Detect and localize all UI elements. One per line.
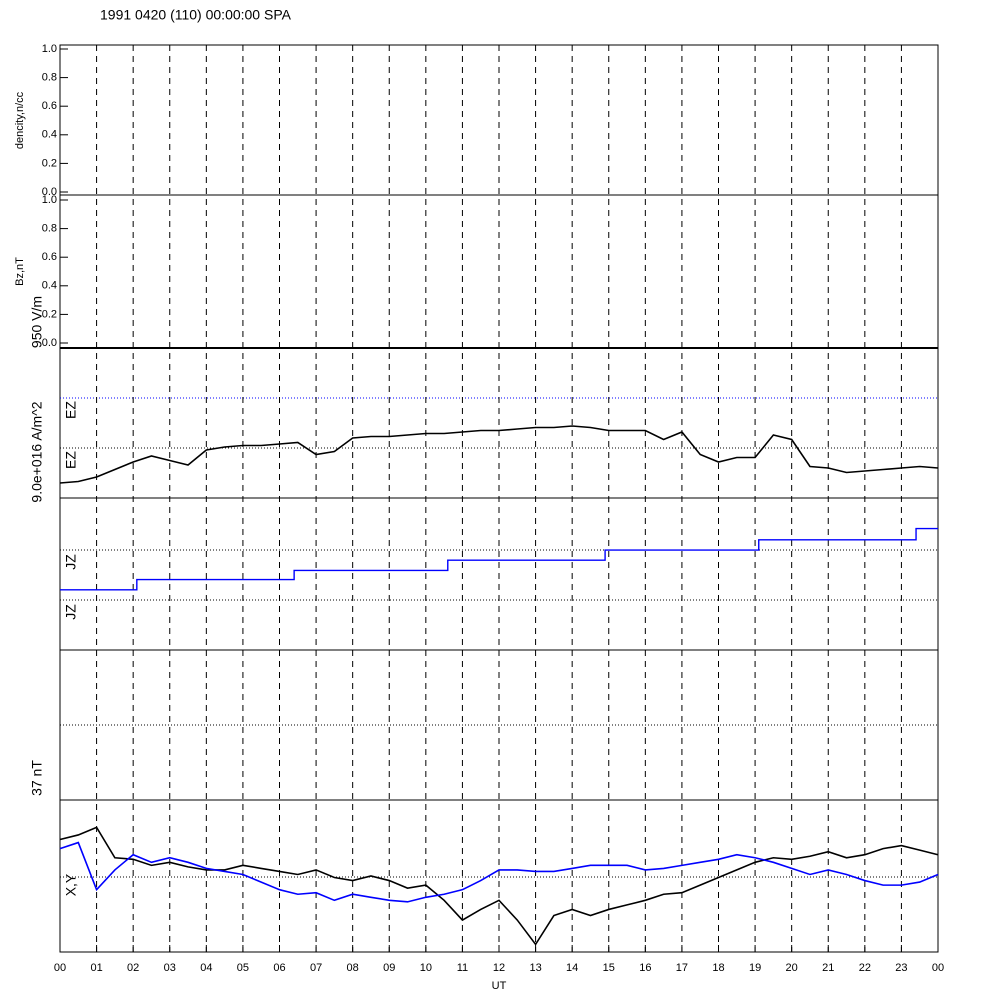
y-tick-label: 0.2 [42, 308, 57, 320]
x-tick-label: 00 [932, 962, 944, 974]
x-tick-label: 20 [786, 962, 798, 974]
y-tick-label: 0.4 [42, 129, 57, 141]
y-tick-label: 0.0 [42, 337, 57, 349]
x-tick-label: 21 [822, 962, 834, 974]
panel-label: EZ [63, 401, 79, 419]
data-line [59, 826, 939, 946]
panel-label: 950 V/m [29, 296, 45, 348]
y-tick-label: 0.0 [42, 186, 57, 198]
y-tick-label: 0.2 [42, 157, 57, 169]
x-tick-label: 03 [164, 962, 176, 974]
x-tick-label: 15 [603, 962, 615, 974]
x-tick-label: 12 [493, 962, 505, 974]
panel-label: 37 nT [29, 760, 45, 796]
y-tick-label: 0.6 [42, 100, 57, 112]
x-tick-label: 13 [529, 962, 541, 974]
x-tick-label: 22 [859, 962, 871, 974]
x-axis-label: UT [492, 980, 507, 992]
x-tick-label: 17 [676, 962, 688, 974]
x-tick-label: 07 [310, 962, 322, 974]
x-tick-label: 19 [749, 962, 761, 974]
x-tick-label: 18 [712, 962, 724, 974]
x-tick-label: 04 [200, 962, 212, 974]
data-line [59, 425, 939, 484]
x-tick-label: 01 [90, 962, 102, 974]
x-tick-label: 11 [457, 962, 468, 974]
panel-label: EZ [63, 451, 79, 469]
y-tick-label: 0.4 [42, 280, 57, 292]
x-tick-label: 23 [895, 962, 907, 974]
x-tick-label: 16 [639, 962, 651, 974]
data-line [59, 841, 939, 903]
y-tick-label: 1.0 [42, 194, 57, 206]
panel-label: 9.0e+016 A/m^2 [29, 401, 45, 502]
panel-label: JZ [63, 554, 79, 570]
data-line [60, 527, 938, 591]
y-axis-label: dencity,n/cc [14, 91, 26, 149]
x-tick-label: 02 [127, 962, 139, 974]
y-tick-label: 0.6 [42, 251, 57, 263]
panel-label: X,Y [63, 873, 79, 896]
y-tick-label: 0.8 [42, 223, 57, 235]
x-tick-label: 00 [54, 962, 66, 974]
x-tick-label: 05 [237, 962, 249, 974]
x-tick-label: 08 [347, 962, 359, 974]
x-tick-label: 14 [566, 962, 578, 974]
y-tick-label: 0.8 [42, 72, 57, 84]
chart-title: 1991 0420 (110) 00:00:00 SPA [100, 7, 292, 23]
x-tick-label: 09 [383, 962, 395, 974]
y-tick-label: 1.0 [42, 43, 57, 55]
panel-label: JZ [63, 604, 79, 620]
x-tick-label: 10 [420, 962, 432, 974]
y-axis-label: Bz,nT [14, 257, 26, 286]
x-tick-label: 06 [273, 962, 285, 974]
